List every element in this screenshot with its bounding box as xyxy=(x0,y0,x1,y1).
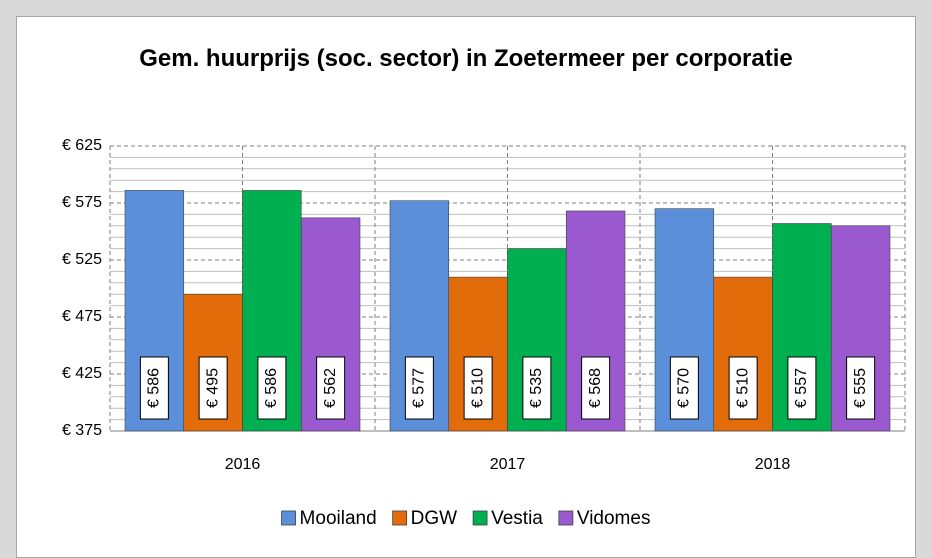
y-tick-label: € 625 xyxy=(62,137,102,154)
value-label: € 535 xyxy=(528,368,545,408)
value-label: € 557 xyxy=(793,368,810,408)
value-label: € 495 xyxy=(204,368,221,408)
value-label-box xyxy=(316,356,346,420)
value-label: € 555 xyxy=(852,368,869,408)
value-label-box xyxy=(787,356,817,420)
value-label-box xyxy=(463,356,493,420)
value-label-box xyxy=(846,356,876,420)
value-label: € 586 xyxy=(146,368,163,408)
legend-label: Mooiland xyxy=(300,508,377,529)
y-tick-label: € 425 xyxy=(62,365,102,382)
value-label-box xyxy=(728,356,758,420)
legend-swatch xyxy=(392,510,408,526)
value-label-box xyxy=(669,356,699,420)
legend-label: DGW xyxy=(411,508,458,529)
legend-label: Vidomes xyxy=(577,508,651,529)
value-label-box xyxy=(198,356,228,420)
legend-swatch xyxy=(281,510,296,526)
page: Gem. huurprijs (soc. sector) in Zoeterme… xyxy=(16,16,916,558)
value-label-box xyxy=(139,356,169,420)
value-label: € 510 xyxy=(734,368,751,408)
value-label-box xyxy=(522,356,552,420)
y-tick-label: € 525 xyxy=(62,251,102,268)
value-label: € 570 xyxy=(676,368,693,408)
legend: Mooiland DGW Vestia Vidomes xyxy=(281,508,651,529)
y-tick-label: € 475 xyxy=(62,308,102,325)
value-label-box xyxy=(257,356,287,420)
y-tick-label: € 375 xyxy=(62,422,102,439)
value-label: € 586 xyxy=(263,368,280,408)
x-tick-label: 2016 xyxy=(225,456,261,473)
legend-swatch xyxy=(558,510,574,526)
chart: € 375 € 425 € 475 € 525 € 575 € 625 2016 € 586 €… xyxy=(62,137,906,529)
value-label-box xyxy=(581,356,611,420)
x-tick-label: 2018 xyxy=(755,456,791,473)
y-tick-label: € 575 xyxy=(62,194,102,211)
value-label: € 510 xyxy=(469,368,486,408)
bar xyxy=(654,208,715,432)
value-label: € 562 xyxy=(322,368,339,408)
legend-label: Vestia xyxy=(491,508,543,529)
legend-swatch xyxy=(472,510,488,526)
value-label: € 568 xyxy=(587,368,604,408)
value-label: € 577 xyxy=(411,368,428,408)
x-tick-label: 2017 xyxy=(490,456,526,473)
chart-title: Gem. huurprijs (soc. sector) in Zoeterme… xyxy=(139,45,793,72)
value-label-box xyxy=(404,356,434,420)
